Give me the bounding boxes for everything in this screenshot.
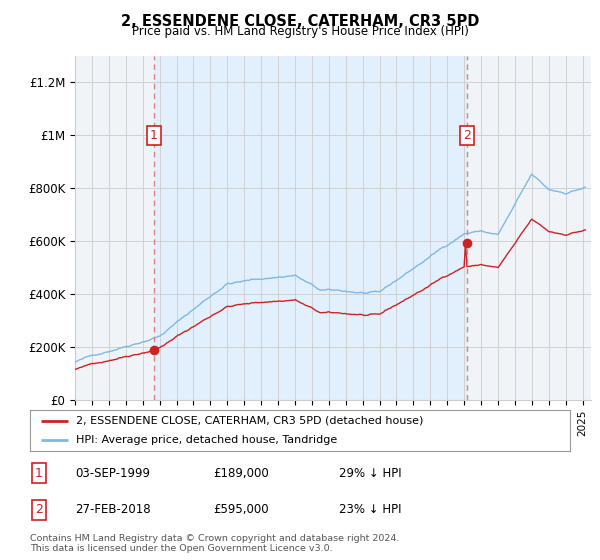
Text: 2: 2	[35, 503, 43, 516]
Text: 29% ↓ HPI: 29% ↓ HPI	[339, 466, 401, 480]
Text: 23% ↓ HPI: 23% ↓ HPI	[339, 503, 401, 516]
Text: 2, ESSENDENE CLOSE, CATERHAM, CR3 5PD: 2, ESSENDENE CLOSE, CATERHAM, CR3 5PD	[121, 14, 479, 29]
Text: Price paid vs. HM Land Registry's House Price Index (HPI): Price paid vs. HM Land Registry's House …	[131, 25, 469, 38]
Text: 2, ESSENDENE CLOSE, CATERHAM, CR3 5PD (detached house): 2, ESSENDENE CLOSE, CATERHAM, CR3 5PD (d…	[76, 416, 423, 426]
Bar	[154, 56, 467, 400]
Text: £189,000: £189,000	[213, 466, 269, 480]
Text: 1: 1	[35, 466, 43, 480]
Text: Contains HM Land Registry data © Crown copyright and database right 2024.
This d: Contains HM Land Registry data © Crown c…	[30, 534, 400, 553]
Text: 27-FEB-2018: 27-FEB-2018	[75, 503, 151, 516]
Text: 1: 1	[150, 129, 158, 142]
Text: 2: 2	[463, 129, 471, 142]
Text: £595,000: £595,000	[213, 503, 269, 516]
Text: 03-SEP-1999: 03-SEP-1999	[75, 466, 150, 480]
Text: HPI: Average price, detached house, Tandridge: HPI: Average price, detached house, Tand…	[76, 435, 337, 445]
